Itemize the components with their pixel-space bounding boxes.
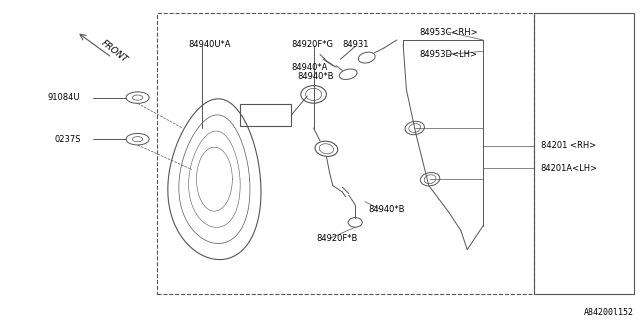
- Text: 84201A<LH>: 84201A<LH>: [541, 164, 598, 172]
- Text: 84953D<LH>: 84953D<LH>: [419, 50, 477, 59]
- Text: 84940*B: 84940*B: [368, 205, 404, 214]
- Text: 84920F*G: 84920F*G: [291, 40, 333, 49]
- Text: FRONT: FRONT: [99, 38, 129, 64]
- Text: 84931: 84931: [342, 40, 369, 49]
- Text: A84200l152: A84200l152: [584, 308, 634, 317]
- Text: 84940*B: 84940*B: [298, 72, 334, 81]
- Text: 84940U*A: 84940U*A: [189, 40, 231, 49]
- Text: 84940*A: 84940*A: [291, 63, 328, 72]
- Text: 84920F*B: 84920F*B: [317, 234, 358, 243]
- Bar: [240, 104, 291, 126]
- Text: 0237S: 0237S: [54, 135, 81, 144]
- Text: 91084U: 91084U: [48, 93, 81, 102]
- Bar: [157, 13, 534, 294]
- Text: 84953C<RH>: 84953C<RH>: [419, 28, 478, 36]
- Text: 84201 <RH>: 84201 <RH>: [541, 141, 596, 150]
